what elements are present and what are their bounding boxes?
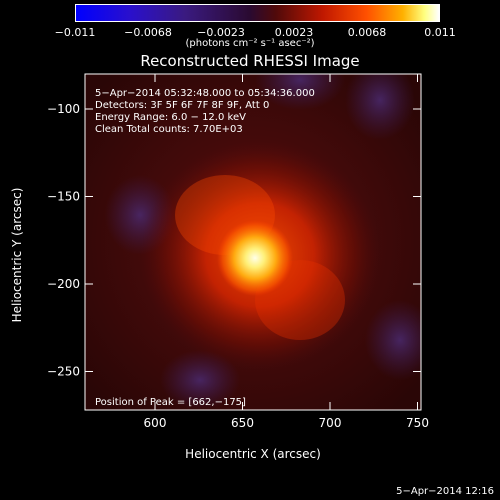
colorbar-tick-label: 0.011 [424,26,456,39]
colorbar-tick-label: −0.0023 [197,26,245,39]
clean-counts-text: Clean Total counts: 7.70E+03 [95,124,243,135]
y-tick-label: −150 [47,190,80,204]
colorbar-tick-label: −0.0068 [124,26,172,39]
x-axis-label: Heliocentric X (arcsec) [185,447,321,461]
x-tick-label: 750 [406,416,429,430]
x-tick-label: 700 [319,416,342,430]
plot-title: Reconstructed RHESSI Image [140,52,360,70]
y-tick-label: −100 [47,102,80,116]
peak-position-text: Position of Peak = [662,−175] [95,397,246,408]
plot-axes: 600 650 700 750 −100 −150 −200 −250 [47,74,429,430]
energy-range-text: Energy Range: 6.0 − 12.0 keV [95,112,246,123]
colorbar-tick-label: 0.0023 [274,26,314,39]
x-tick-label: 650 [231,416,254,430]
x-tick-label: 600 [144,416,167,430]
colorbar [75,4,440,22]
colorbar-tick-label: −0.011 [54,26,96,39]
heatmap-image [85,74,421,410]
colorbar-tick-label: 0.0068 [347,26,387,39]
colorbar-unit-label: (photons cm⁻² s⁻¹ asec⁻²) [185,38,315,49]
y-tick-label: −200 [47,277,80,291]
timestamp: 5−Apr−2014 12:16 [396,486,494,497]
time-range-text: 5−Apr−2014 05:32:48.000 to 05:34:36.000 [95,88,315,99]
detectors-text: Detectors: 3F 5F 6F 7F 8F 9F, Att 0 [95,100,270,111]
y-tick-label: −250 [47,365,80,379]
y-axis-label: Heliocentric Y (arcsec) [10,187,24,323]
